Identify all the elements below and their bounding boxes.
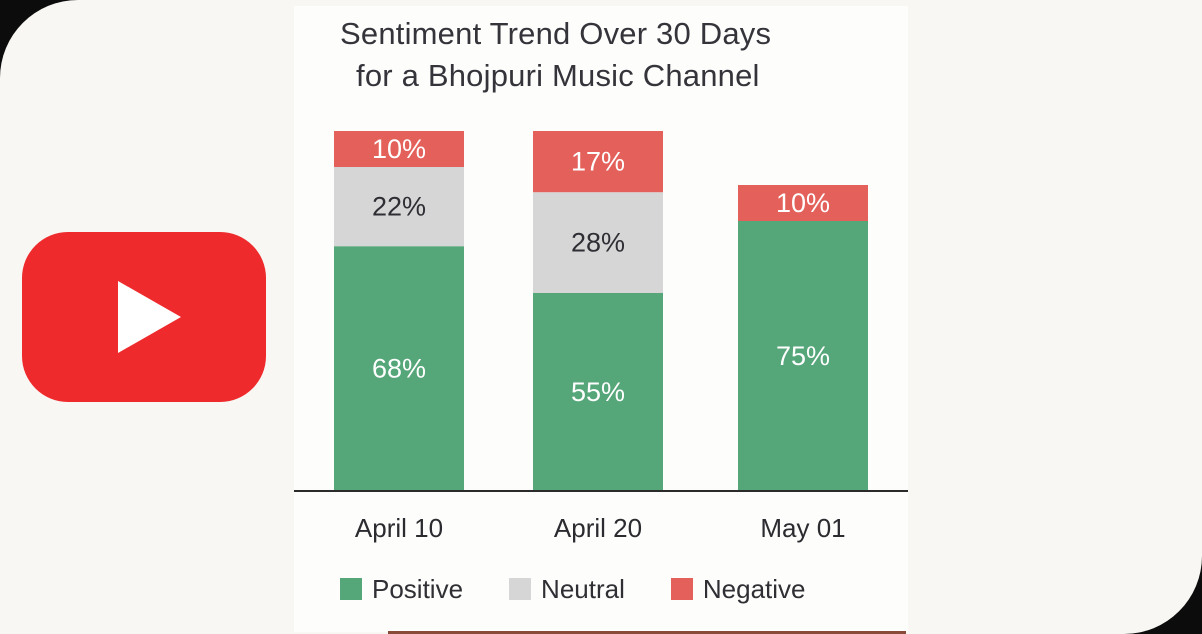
- data-label-positive-1: 68%: [372, 354, 426, 384]
- x-tick-label-1: April 10: [355, 513, 443, 543]
- chart-title: Sentiment Trend Over 30 Days for a Bhojp…: [340, 13, 860, 97]
- bar-segment-neutral-1: [334, 167, 464, 247]
- data-label-neutral-2: 28%: [571, 228, 625, 258]
- legend-label-positive: Positive: [372, 573, 464, 604]
- legend-label-neutral: Neutral: [541, 573, 625, 604]
- legend-swatch-negative: [670, 578, 693, 600]
- bar-segment-neutral-2: [533, 192, 663, 293]
- data-label-negative-2: 17%: [571, 147, 625, 177]
- bar-segment-positive-3: [738, 221, 868, 491]
- data-label-negative-1: 10%: [372, 134, 426, 164]
- data-label-neutral-1: 22%: [372, 192, 426, 222]
- data-label-negative-3: 10%: [776, 188, 830, 218]
- bar-segment-negative-2: [533, 131, 663, 193]
- legend-swatch-neutral: [509, 578, 532, 600]
- bar-segment-negative-3: [738, 185, 868, 221]
- legend-item-neutral: Neutral: [509, 574, 625, 605]
- chart-title-line-1: Sentiment Trend Over 30 Days: [340, 16, 772, 51]
- play-triangle-icon: [118, 281, 181, 353]
- legend-item-positive: Positive: [340, 574, 463, 605]
- chart-legend: Positive Neutral Negative: [340, 572, 806, 606]
- legend-label-negative: Negative: [702, 573, 806, 604]
- bar-segment-positive-1: [334, 246, 464, 491]
- youtube-logo-icon: [22, 232, 266, 402]
- x-tick-label-3: May 01: [760, 513, 845, 543]
- data-label-positive-3: 75%: [776, 341, 830, 371]
- legend-item-negative: Negative: [670, 573, 806, 605]
- data-label-positive-2: 55%: [571, 377, 625, 407]
- chart-title-line-2: for a Bhojpuri Music Channel: [356, 58, 760, 93]
- x-tick-label-2: April 20: [554, 513, 642, 543]
- bar-segment-negative-1: [334, 131, 464, 167]
- bottom-edge-strip: [388, 631, 906, 634]
- bar-segment-positive-2: [533, 293, 663, 491]
- legend-swatch-positive: [340, 578, 362, 600]
